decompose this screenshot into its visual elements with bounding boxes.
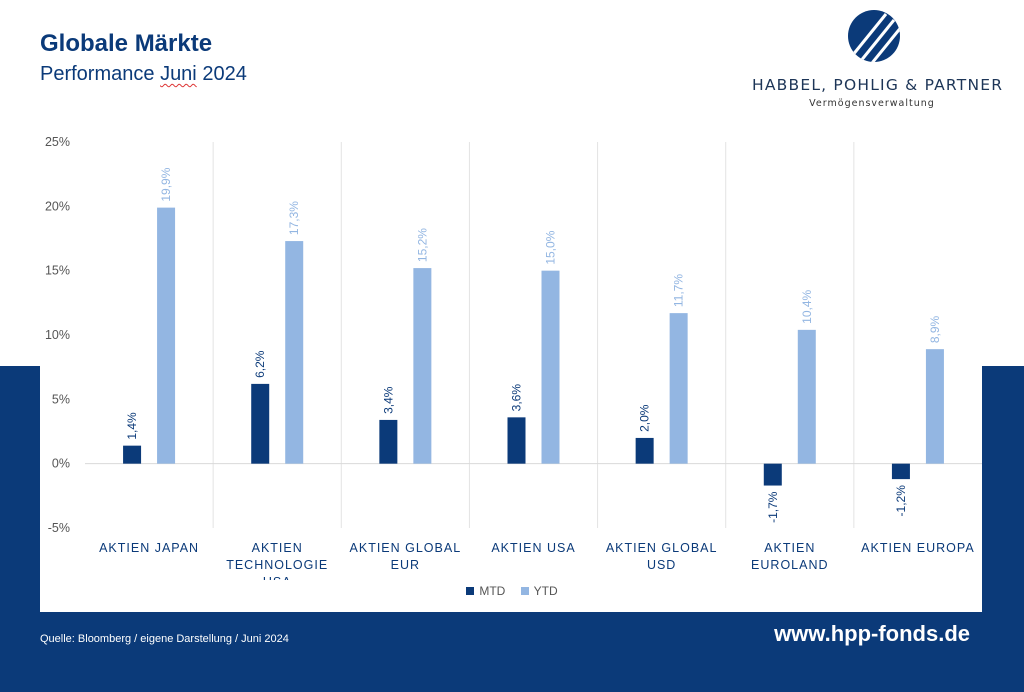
page-subtitle: Performance Juni 2024 (40, 63, 247, 85)
website-link[interactable]: www.hpp-fonds.de (774, 621, 970, 646)
source-note: Quelle: Bloomberg / eigene Darstellung /… (40, 633, 289, 645)
bar-mtd (123, 445, 142, 464)
bar-ytd (797, 329, 816, 464)
bar-mtd (891, 463, 910, 480)
legend-swatch-mtd (466, 587, 475, 595)
category-label: USA (263, 575, 292, 580)
data-label-mtd: -1,2% (894, 485, 908, 517)
category-label: AKTIEN GLOBAL (350, 541, 462, 555)
data-label-ytd: 15,2% (415, 228, 429, 262)
category-label: AKTIEN GLOBAL (606, 541, 718, 555)
company-name: HABBEL, POHLIG & PARTNER (752, 76, 1004, 94)
category-label: TECHNOLOGIE (226, 558, 328, 572)
data-label-mtd: 2,0% (638, 404, 652, 432)
data-label-ytd: 15,0% (544, 230, 558, 264)
data-label-mtd: 1,4% (125, 412, 139, 440)
bar-mtd (507, 417, 526, 464)
data-label-ytd: 8,9% (928, 315, 942, 343)
y-tick-label: 25% (45, 135, 70, 149)
category-label: EUROLAND (751, 558, 828, 572)
category-label: AKTIEN (252, 541, 303, 555)
bar-ytd (285, 241, 304, 464)
y-tick-label: 20% (45, 199, 70, 213)
page-title: Globale Märkte (40, 30, 213, 57)
category-label: AKTIEN (764, 541, 815, 555)
chart-card (40, 0, 982, 612)
category-label: AKTIEN EUROPA (861, 541, 974, 555)
data-label-ytd: 17,3% (287, 201, 301, 235)
data-label-ytd: 19,9% (159, 167, 173, 201)
data-label-ytd: 10,4% (800, 289, 814, 323)
bar-mtd (379, 419, 398, 464)
data-label-mtd: 3,6% (510, 384, 524, 412)
company-tagline: Vermögensverwaltung (809, 98, 935, 109)
y-tick-label: 0% (52, 457, 70, 471)
bar-mtd (251, 383, 270, 464)
category-label: EUR (391, 558, 420, 572)
bar-ytd (541, 270, 560, 464)
category-label: USD (647, 558, 676, 572)
data-label-ytd: 11,7% (672, 274, 686, 307)
legend-swatch-ytd (520, 587, 529, 595)
hpp-emblem-icon (848, 10, 900, 62)
category-label: AKTIEN USA (491, 541, 575, 555)
y-tick-label: 15% (45, 264, 70, 278)
bar-mtd (763, 463, 782, 486)
data-label-mtd: 6,2% (253, 350, 267, 378)
y-tick-label: 5% (52, 392, 70, 406)
bar-ytd (413, 268, 432, 464)
y-tick-label: -5% (48, 521, 70, 535)
category-label: AKTIEN JAPAN (99, 541, 199, 555)
company-logo: HABBEL, POHLIG & PARTNER Vermögensverwal… (752, 10, 1004, 120)
bar-ytd (669, 313, 688, 464)
y-tick-label: 10% (45, 328, 70, 342)
data-label-mtd: 3,4% (381, 386, 395, 414)
bar-ytd (157, 207, 176, 464)
performance-bar-chart: 25% 20% 15% 10% 5% 0% -5% 1,4% 19,9% AKTIEN JAPAN… (45, 135, 982, 580)
legend-item-ytd: YTD (520, 584, 558, 598)
bar-ytd (925, 349, 944, 464)
legend-item-mtd: MTD (466, 584, 505, 598)
data-label-mtd: -1,7% (766, 491, 780, 523)
chart-legend: MTD YTD (0, 584, 1024, 598)
bar-mtd (635, 437, 654, 464)
